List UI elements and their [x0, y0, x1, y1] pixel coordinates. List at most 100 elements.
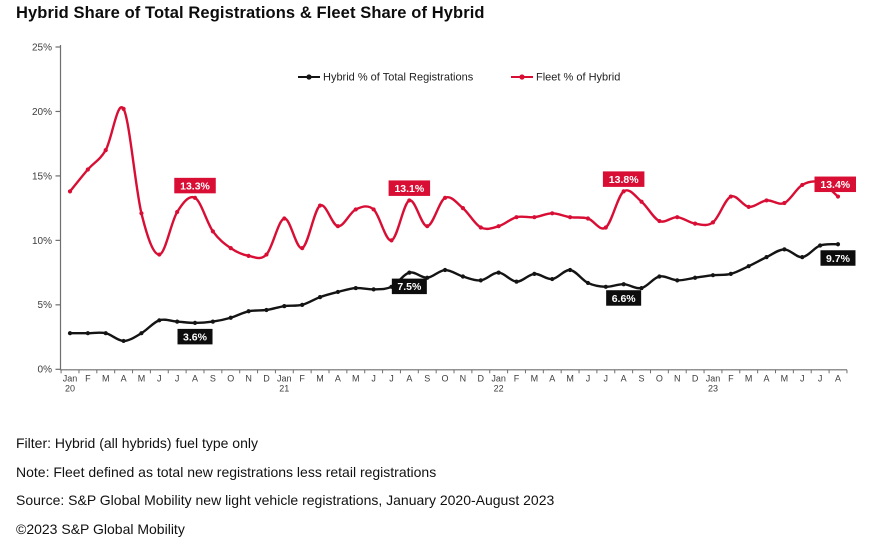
data-point-marker: [264, 307, 269, 313]
x-tick-label: M: [352, 374, 360, 384]
data-point-marker: [728, 271, 733, 276]
chart-title: Hybrid Share of Total Registrations & Fl…: [16, 4, 485, 22]
data-point-marker: [496, 224, 501, 229]
x-tick-label: N: [460, 374, 467, 384]
data-point-marker: [389, 238, 394, 243]
data-point-marker: [746, 264, 751, 269]
data-point-marker: [550, 211, 555, 216]
chip-label: 9.7%: [826, 253, 851, 265]
x-tick-label: O: [442, 374, 449, 384]
legend-fleet: Fleet % of Hybrid: [511, 72, 620, 84]
data-point-marker: [532, 215, 537, 220]
x-tick-year-label: 22: [494, 384, 504, 394]
y-tick-label: 15%: [32, 171, 52, 182]
data-point-marker: [300, 302, 305, 307]
data-point-marker: [157, 318, 162, 323]
footer-notes: Filter: Hybrid (all hybrids) fuel type o…: [16, 429, 554, 539]
data-point-marker: [460, 274, 466, 279]
x-tick-label: D: [692, 374, 699, 384]
hybrid-value-chip: 7.5%: [391, 278, 427, 295]
data-point-marker: [782, 247, 787, 252]
copyright-note: ©2023 S&P Global Mobility: [16, 520, 185, 537]
data-point-marker: [175, 319, 180, 324]
fleet-value-chip: 13.3%: [174, 177, 216, 194]
data-point-marker: [835, 242, 841, 247]
data-point-marker: [800, 255, 805, 260]
data-point-marker: [85, 167, 90, 172]
x-tick-label: A: [192, 374, 198, 384]
x-tick-label: A: [335, 374, 341, 384]
chip-label: 7.5%: [397, 281, 422, 293]
annotations: 13.3% 13.1% 13.8% 13.4% 3.6% 7.5% 6.6% 9.7%: [174, 171, 856, 345]
chip-background: [602, 171, 645, 187]
x-tick-label: S: [424, 374, 430, 384]
x-tick-label: A: [549, 374, 555, 384]
data-point-marker: [532, 271, 537, 276]
data-point-marker: [353, 285, 358, 291]
legend: Hybrid % of Total Registrations Fleet % o…: [298, 72, 620, 84]
data-point-marker: [693, 275, 698, 280]
x-tick-label: J: [818, 374, 823, 384]
data-point-marker: [442, 267, 448, 273]
x-tick-label: O: [656, 374, 663, 384]
data-point-marker: [103, 331, 108, 336]
data-point-marker: [157, 252, 162, 257]
data-point-marker: [550, 276, 555, 282]
data-point-marker: [728, 194, 733, 199]
x-tick-year-label: 23: [708, 384, 718, 394]
data-point-marker: [478, 278, 483, 283]
data-point-marker: [710, 273, 716, 278]
x-tick-label: O: [227, 374, 234, 384]
legend-marker-dot: [519, 74, 525, 80]
data-point-marker: [657, 218, 662, 224]
data-point-marker: [639, 199, 644, 204]
x-tick-label: Jan: [706, 374, 721, 384]
x-tick-label: J: [175, 374, 180, 384]
data-point-marker: [407, 198, 412, 203]
data-point-marker: [621, 282, 626, 287]
data-point-marker: [675, 278, 680, 283]
data-point-marker: [657, 274, 662, 279]
x-tick-label: J: [604, 374, 609, 384]
x-tick-label: S: [639, 374, 645, 384]
data-point-marker: [335, 289, 340, 295]
data-point-marker: [282, 216, 287, 221]
x-tick-label: M: [745, 374, 753, 384]
chip-background: [606, 290, 642, 306]
data-point-marker: [210, 229, 215, 234]
x-tick-label: F: [85, 374, 91, 384]
chip-label: 13.1%: [394, 183, 424, 195]
data-point-marker: [764, 255, 769, 260]
data-point-marker: [585, 280, 591, 286]
chip-background: [174, 177, 216, 194]
data-point-marker: [371, 207, 376, 212]
data-point-marker: [585, 216, 591, 221]
chip-label: 3.6%: [183, 331, 208, 343]
chip-label: 13.4%: [820, 179, 850, 191]
x-tick-label: M: [316, 374, 324, 384]
data-point-marker: [67, 331, 73, 336]
chip-label: 13.8%: [609, 174, 639, 186]
x-tick-label: J: [389, 374, 394, 384]
data-point-marker: [264, 252, 269, 257]
data-point-marker: [139, 331, 144, 336]
x-tick-label: D: [478, 374, 485, 384]
x-tick-label: A: [835, 374, 841, 384]
x-tick-label: A: [764, 374, 770, 384]
series-line: [70, 242, 839, 343]
data-point-marker: [514, 279, 519, 284]
data-point-marker: [603, 225, 608, 230]
data-point-marker: [514, 215, 519, 220]
fleet-value-chip: 13.8%: [602, 171, 645, 187]
legend-hybrid: Hybrid % of Total Registrations: [298, 72, 474, 84]
data-point-marker: [442, 195, 448, 200]
chip-label: 6.6%: [612, 293, 637, 305]
fleet-value-chip: 13.4%: [814, 176, 856, 193]
chip-background: [391, 278, 427, 295]
data-point-marker: [782, 200, 787, 206]
data-point-marker: [639, 285, 644, 291]
x-tick-label: A: [406, 374, 412, 384]
x-tick-label: F: [728, 374, 734, 384]
data-point-marker: [478, 225, 483, 230]
